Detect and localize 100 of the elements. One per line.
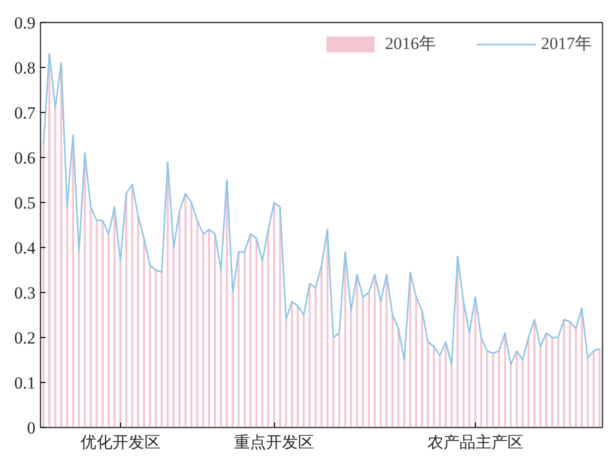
bar xyxy=(504,333,506,428)
bar xyxy=(522,360,524,428)
bar xyxy=(54,108,56,428)
bar xyxy=(397,328,400,428)
bar xyxy=(332,338,334,428)
bar xyxy=(421,310,424,428)
bar xyxy=(90,207,92,428)
bar xyxy=(462,302,465,428)
legend-label: 2017年 xyxy=(541,33,592,55)
bar xyxy=(432,346,435,428)
y-tick-label: 0.7 xyxy=(14,104,36,122)
bar xyxy=(450,364,453,428)
bar xyxy=(72,135,74,428)
bar xyxy=(362,297,364,428)
bar xyxy=(586,358,589,428)
bar xyxy=(480,338,482,428)
bar xyxy=(107,234,110,428)
bar xyxy=(190,202,192,428)
x-tick-label: 优化开发区 xyxy=(80,432,160,452)
bar xyxy=(302,315,305,428)
bar xyxy=(314,288,317,428)
bar xyxy=(557,338,560,428)
bar xyxy=(184,194,186,428)
y-tick-label: 0 xyxy=(27,418,36,438)
y-tick-label: 0.5 xyxy=(14,194,36,212)
bar xyxy=(267,230,270,428)
bar xyxy=(338,333,340,428)
bar xyxy=(238,252,240,428)
y-tick-label: 0.9 xyxy=(14,14,36,32)
bar xyxy=(48,54,50,428)
y-tick-label: 0.8 xyxy=(14,58,36,78)
bar xyxy=(284,320,288,428)
bar xyxy=(249,234,252,428)
y-tick-label: 0.4 xyxy=(14,238,36,258)
y-tick-label: 0.2 xyxy=(14,328,36,348)
bar xyxy=(492,353,494,428)
bar xyxy=(102,220,104,428)
y-tick-label: 0.3 xyxy=(14,284,36,302)
bar xyxy=(232,292,234,428)
bar xyxy=(528,338,530,428)
bar xyxy=(208,230,210,428)
bar xyxy=(160,272,163,428)
bar xyxy=(403,360,406,428)
bar xyxy=(178,212,181,428)
bar xyxy=(42,144,44,428)
bar xyxy=(84,153,86,428)
bar xyxy=(214,234,216,428)
bar xyxy=(468,333,470,428)
bar xyxy=(510,364,512,428)
bar xyxy=(148,266,151,428)
bar xyxy=(598,348,601,428)
line-series xyxy=(42,53,600,366)
legend-label: 2016年 xyxy=(385,33,436,55)
bar xyxy=(296,306,299,428)
bar xyxy=(78,252,80,428)
bar xyxy=(196,220,198,428)
bar xyxy=(551,338,554,428)
bar xyxy=(320,266,323,428)
bar xyxy=(380,302,382,428)
bar xyxy=(125,194,128,428)
y-tick-label: 0.1 xyxy=(14,374,36,392)
bar xyxy=(409,272,412,428)
x-tick-label: 重点开发区 xyxy=(234,432,314,452)
bar xyxy=(374,274,376,428)
bar xyxy=(113,207,116,428)
bar xyxy=(255,238,258,428)
x-tick-label: 农产品主产区 xyxy=(427,432,524,452)
bar xyxy=(244,252,246,428)
bar xyxy=(539,346,542,428)
bar xyxy=(66,207,68,428)
bar xyxy=(533,320,536,428)
bar xyxy=(438,356,441,428)
bar xyxy=(202,234,204,428)
bar xyxy=(444,342,447,428)
bar xyxy=(220,270,222,428)
bar xyxy=(486,351,488,428)
bar xyxy=(563,320,566,428)
bar xyxy=(279,207,282,428)
bar xyxy=(545,333,548,428)
bar xyxy=(154,270,157,428)
y-tick-label: 0.6 xyxy=(14,148,36,168)
bar xyxy=(290,302,293,428)
bar xyxy=(119,261,122,428)
bar xyxy=(498,351,500,428)
bar xyxy=(137,216,140,428)
bar xyxy=(172,248,175,428)
bar xyxy=(592,351,595,428)
bar xyxy=(574,328,577,428)
bar xyxy=(261,261,264,428)
bar xyxy=(142,238,146,428)
bar xyxy=(426,342,430,428)
bar xyxy=(391,315,394,428)
bar xyxy=(273,202,276,428)
bar xyxy=(350,310,352,428)
bar xyxy=(131,184,134,428)
bar xyxy=(415,297,418,428)
bar xyxy=(368,292,370,428)
bar xyxy=(308,284,311,428)
bar xyxy=(568,322,571,428)
bar xyxy=(96,220,98,428)
